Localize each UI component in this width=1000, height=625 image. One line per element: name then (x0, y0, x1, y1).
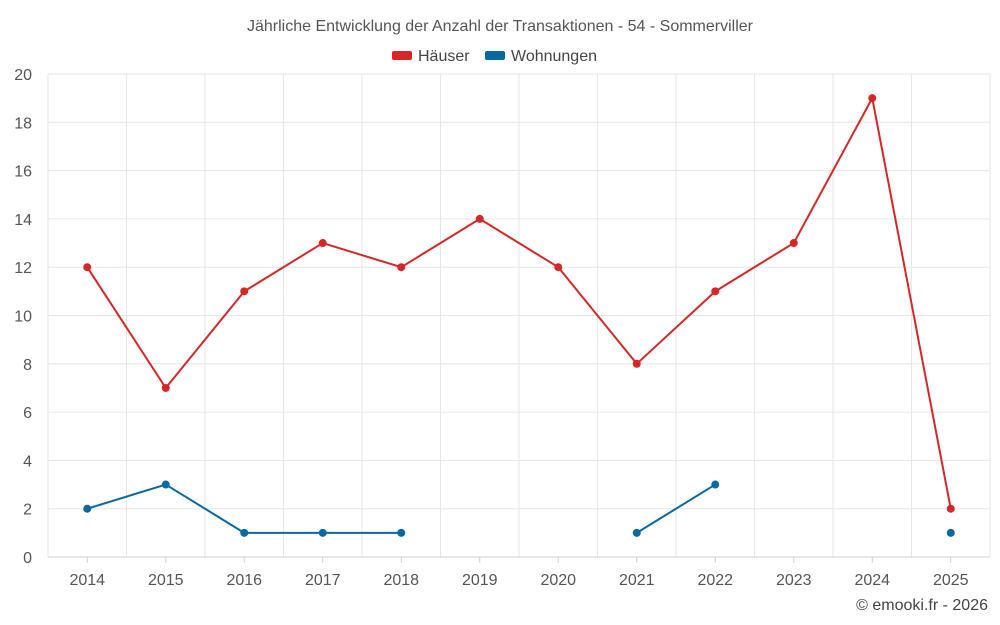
series-line-wohnungen (636, 483, 716, 534)
x-tick-label: 2014 (69, 572, 105, 589)
data-point-haeuser[interactable] (946, 504, 955, 513)
chart-title: Jährliche Entwicklung der Anzahl der Tra… (247, 18, 754, 35)
grid-layer (47, 73, 991, 557)
y-tick-label: 0 (23, 550, 32, 567)
y-tick-label: 10 (14, 309, 32, 326)
y-tick-label: 6 (23, 405, 32, 422)
data-point-wohnungen[interactable] (397, 528, 406, 537)
legend-item-haeuser[interactable]: Häuser (392, 48, 470, 65)
legend: Häuser Wohnungen (392, 48, 597, 65)
data-point-haeuser[interactable] (711, 287, 720, 296)
x-tick-label: 2021 (619, 572, 655, 589)
x-tick-label: 2020 (540, 572, 576, 589)
credit-text: © emooki.fr - 2026 (856, 597, 988, 614)
series-layer (83, 94, 955, 537)
y-tick-label: 16 (14, 164, 32, 181)
x-tick-label: 2017 (305, 572, 341, 589)
legend-swatch-wohnungen (485, 51, 505, 60)
y-tick-label: 2 (23, 502, 32, 519)
x-tick-label: 2018 (383, 572, 419, 589)
axis-layer: 0 2 4 6 8 10 12 14 16 18 20 2014 2015 2016 2017 2018 201… (14, 67, 990, 589)
legend-label-wohnungen: Wohnungen (511, 48, 597, 65)
data-point-wohnungen[interactable] (632, 528, 641, 537)
data-point-wohnungen[interactable] (240, 528, 249, 537)
data-point-haeuser[interactable] (397, 263, 406, 272)
series-line-haeuser (86, 97, 952, 509)
x-tick-label: 2023 (776, 572, 812, 589)
x-tick-label: 2025 (933, 572, 969, 589)
legend-swatch-haeuser (392, 51, 412, 60)
x-tick-label: 2015 (148, 572, 184, 589)
data-point-haeuser[interactable] (240, 287, 249, 296)
y-tick-label: 20 (14, 67, 32, 84)
y-tick-label: 18 (14, 115, 32, 132)
y-tick-label: 14 (14, 212, 32, 229)
legend-label-haeuser: Häuser (418, 48, 470, 65)
data-point-wohnungen[interactable] (946, 528, 955, 537)
legend-item-wohnungen[interactable]: Wohnungen (485, 48, 597, 65)
data-point-haeuser[interactable] (554, 263, 563, 272)
data-point-haeuser[interactable] (318, 239, 327, 248)
data-point-wohnungen[interactable] (711, 480, 720, 489)
x-tick-label: 2024 (854, 572, 890, 589)
data-point-wohnungen[interactable] (161, 480, 170, 489)
y-tick-label: 12 (14, 260, 32, 277)
data-point-haeuser[interactable] (161, 383, 170, 392)
data-point-haeuser[interactable] (83, 263, 92, 272)
y-tick-label: 8 (23, 357, 32, 374)
x-tick-label: 2022 (697, 572, 733, 589)
data-point-wohnungen[interactable] (318, 528, 327, 537)
x-tick-label: 2019 (462, 572, 498, 589)
data-point-haeuser[interactable] (632, 359, 641, 368)
data-point-wohnungen[interactable] (83, 504, 92, 513)
x-tick-label: 2016 (226, 572, 262, 589)
data-point-haeuser[interactable] (475, 214, 484, 223)
data-point-haeuser[interactable] (868, 94, 877, 103)
data-point-haeuser[interactable] (789, 239, 798, 248)
y-tick-label: 4 (23, 453, 32, 470)
